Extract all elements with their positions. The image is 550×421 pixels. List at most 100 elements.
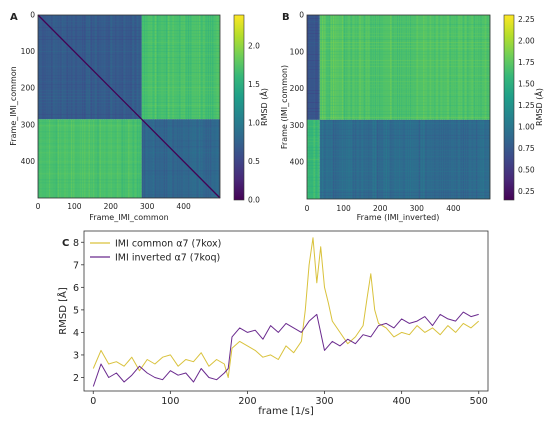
panel-c-ylabel: RMSD [Å]: [56, 287, 69, 335]
panel-c-lines: [92, 237, 480, 387]
heatmap-streak: [38, 105, 142, 106]
heatmap-streak: [403, 15, 405, 120]
heatmap-streak: [79, 119, 81, 198]
heatmap-streak: [307, 90, 320, 91]
heatmap-streak: [123, 15, 125, 120]
heatmap-streak: [38, 33, 142, 34]
heatmap-streak: [432, 15, 434, 120]
heatmap-streak: [456, 119, 458, 199]
heatmap-streak: [62, 15, 64, 120]
heatmap-streak: [319, 69, 490, 70]
heatmap-streak: [38, 42, 142, 43]
heatmap-streak: [205, 15, 207, 120]
heatmap-streak: [38, 90, 142, 91]
heatmap-streak: [44, 15, 46, 120]
heatmap-streak: [86, 15, 88, 120]
heatmap-streak: [361, 119, 363, 199]
heatmap-streak: [194, 15, 196, 120]
heatmap-streak: [141, 137, 220, 139]
heatmap-streak: [319, 18, 490, 19]
heatmap-block: [319, 15, 490, 120]
heatmap-streak: [60, 15, 62, 120]
heatmap-streak: [344, 15, 346, 120]
heatmap-streak: [307, 102, 320, 103]
heatmap-streak: [64, 15, 66, 120]
heatmap-streak: [143, 15, 146, 120]
heatmap-streak: [414, 119, 416, 199]
heatmap-streak: [313, 15, 315, 120]
heatmap-streak: [307, 158, 320, 160]
panel-b-colorbar: [503, 14, 515, 201]
heatmap-streak: [319, 170, 490, 172]
heatmap-streak: [101, 15, 103, 120]
heatmap-streak: [421, 119, 423, 199]
panel-c-ytick: 6: [73, 283, 79, 294]
heatmap-streak: [38, 117, 142, 118]
heatmap-streak: [484, 15, 487, 120]
panel-c-ytick: 2: [73, 373, 79, 384]
panel-b-cbar-tick: 0.25: [518, 187, 535, 196]
heatmap-streak: [38, 128, 142, 130]
heatmap-streak: [429, 15, 432, 120]
heatmap-streak: [307, 119, 320, 121]
heatmap-streak: [478, 15, 480, 120]
heatmap-streak: [150, 119, 152, 198]
heatmap-streak: [484, 119, 487, 199]
heatmap-streak: [447, 119, 449, 199]
heatmap-streak: [209, 119, 212, 198]
heatmap-streak: [159, 15, 161, 120]
heatmap-streak: [212, 15, 214, 120]
panel-b-ytick: 300: [290, 121, 305, 130]
heatmap-block: [307, 119, 320, 199]
series-line-inverted: [92, 311, 479, 387]
panel-b-cbar-tick: 2.00: [518, 36, 535, 45]
heatmap-streak: [141, 48, 220, 49]
heatmap-streak: [307, 179, 320, 181]
heatmap-streak: [38, 51, 142, 52]
heatmap-streak: [38, 39, 142, 40]
heatmap-streak: [165, 119, 168, 198]
heatmap-streak: [307, 45, 320, 46]
heatmap-streak: [487, 119, 489, 199]
heatmap-streak: [66, 15, 68, 120]
heatmap-streak: [388, 119, 390, 199]
heatmap-streak: [141, 42, 220, 43]
heatmap-streak: [307, 21, 320, 22]
heatmap-streak: [88, 119, 90, 198]
heatmap-streak: [172, 15, 174, 120]
heatmap-streak: [38, 152, 142, 154]
heatmap-streak: [38, 21, 142, 22]
heatmap-streak: [148, 119, 150, 198]
heatmap-streak: [385, 119, 388, 199]
heatmap-streak: [134, 119, 136, 198]
heatmap-streak: [141, 57, 220, 58]
heatmap-streak: [82, 119, 84, 198]
heatmap-streak: [480, 15, 482, 120]
heatmap-streak: [141, 63, 220, 64]
heatmap-streak: [319, 152, 490, 154]
heatmap-streak: [38, 60, 142, 61]
heatmap-streak: [75, 119, 77, 198]
heatmap-streak: [425, 15, 427, 120]
panel-a-ytick: 0: [30, 11, 35, 20]
heatmap-streak: [410, 119, 412, 199]
heatmap-streak: [307, 24, 320, 25]
heatmap-streak: [405, 119, 407, 199]
panel-b-ytick: 400: [290, 158, 305, 167]
heatmap-streak: [307, 81, 320, 82]
heatmap-streak: [209, 15, 212, 120]
heatmap-streak: [443, 15, 445, 120]
heatmap-streak: [170, 15, 172, 120]
heatmap-streak: [38, 119, 142, 121]
heatmap-streak: [141, 99, 220, 100]
heatmap-streak: [201, 15, 203, 120]
heatmap-streak: [307, 167, 320, 169]
heatmap-streak: [205, 119, 207, 198]
heatmap-streak: [198, 119, 201, 198]
panel-c-xtick: 200: [238, 396, 256, 407]
heatmap-streak: [141, 78, 220, 79]
panel-b-colorbar-ticks: 0.25 0.50 0.75 1.00 1.25 1.50 1.75 2.00 2.25: [518, 15, 535, 196]
heatmap-streak: [412, 15, 414, 120]
heatmap-streak: [307, 78, 320, 79]
heatmap-streak: [163, 119, 165, 198]
